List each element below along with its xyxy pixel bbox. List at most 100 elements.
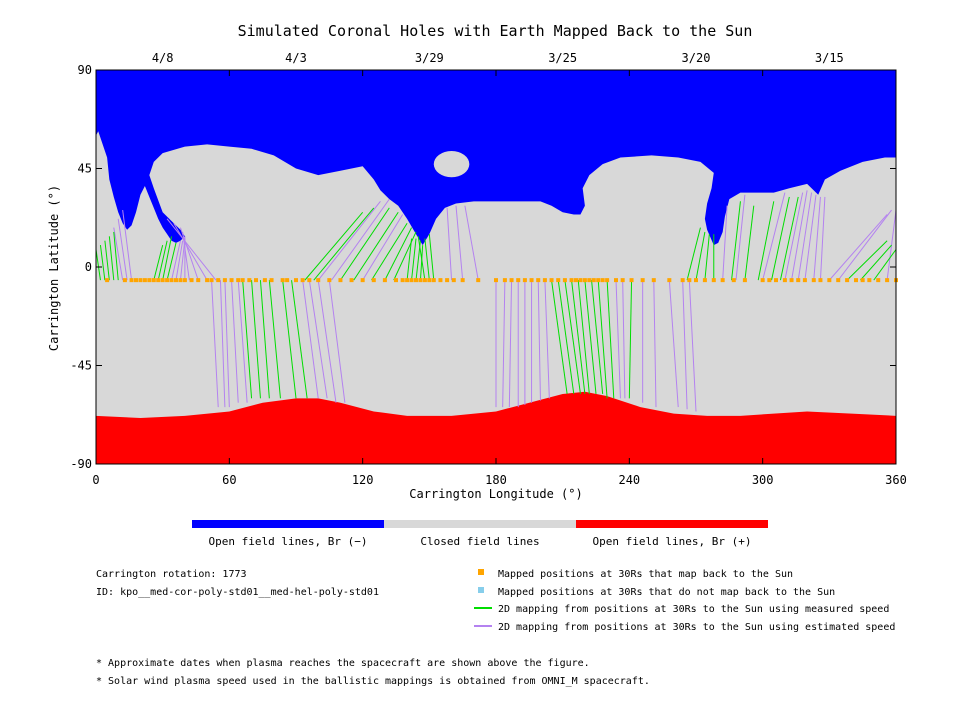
mapped-point <box>711 278 716 283</box>
mapped-point <box>196 278 201 283</box>
measured-speed-line <box>873 249 897 281</box>
measured-speed-line <box>584 280 597 395</box>
estimated-speed-line <box>653 280 657 408</box>
estimated-speed-line <box>688 280 697 412</box>
mapped-point <box>460 278 465 283</box>
estimated-speed-line <box>237 280 248 403</box>
mapped-point <box>731 278 736 283</box>
estimated-speed-line <box>317 201 381 281</box>
estimated-speed-line <box>537 280 541 401</box>
mapped-point <box>182 278 187 283</box>
mapped-point <box>687 278 692 283</box>
x-tick-label: 360 <box>885 473 907 487</box>
colorbar-closed <box>384 520 576 528</box>
estimated-speed-line <box>122 210 133 281</box>
mapped-point <box>254 278 258 283</box>
legend-mapped-label: Mapped positions at 30Rs that map back t… <box>498 569 793 580</box>
legend-measured-label: 2D mapping from positions at 30Rs to the… <box>498 604 889 615</box>
mapped-point <box>409 278 414 283</box>
measured-speed-line <box>557 280 575 395</box>
measured-speed-line <box>591 280 604 395</box>
measured-speed-line <box>251 280 261 399</box>
estimated-speed-line <box>446 207 453 281</box>
mapped-point <box>451 278 456 283</box>
measured-speed-line <box>384 227 413 281</box>
measured-speed-line <box>153 244 164 281</box>
colorbar-label-open-positive: Open field lines, Br (+) <box>593 535 752 548</box>
mapped-point <box>236 278 241 283</box>
mapped-point <box>694 278 698 283</box>
measured-speed-line <box>304 211 364 281</box>
mapped-point <box>578 278 583 283</box>
mapped-point <box>836 278 841 283</box>
mapped-point <box>767 278 772 283</box>
mapped-point <box>556 278 561 283</box>
legend: Mapped positions at 30Rs that map back t… <box>474 569 895 633</box>
legend-mapped-marker <box>478 569 484 575</box>
measured-speed-line <box>242 280 253 399</box>
measured-speed-line <box>95 249 101 281</box>
y-tick-label: 45 <box>78 162 92 176</box>
measured-speed-line <box>551 280 568 395</box>
estimated-speed-line <box>682 280 688 410</box>
estimated-speed-line <box>502 280 506 408</box>
measured-speed-line <box>771 196 790 281</box>
mapped-point <box>394 278 398 283</box>
measured-speed-line <box>166 242 177 281</box>
mapped-point <box>229 278 234 283</box>
footnote-dates: * Approximate dates when plasma reaches … <box>96 658 590 669</box>
y-tick-label: -45 <box>70 359 92 373</box>
mapped-point <box>338 278 343 283</box>
measured-speed-line <box>564 280 581 395</box>
mapped-point <box>651 278 656 283</box>
measured-speed-line <box>162 236 173 281</box>
measured-speed-line <box>571 280 586 395</box>
top-date-label: 3/15 <box>815 51 844 65</box>
mapped-point <box>438 278 443 283</box>
mapped-point <box>422 278 427 283</box>
mapped-point <box>174 278 178 283</box>
legend-unmapped-marker <box>478 587 484 593</box>
mapped-point <box>105 278 110 283</box>
mapped-point <box>300 278 305 283</box>
mapped-point <box>760 278 765 283</box>
colorbar-label-open-negative: Open field lines, Br (−) <box>209 535 368 548</box>
mapped-point <box>600 278 605 283</box>
estimated-speed-line <box>622 280 626 399</box>
estimated-speed-line <box>173 222 208 281</box>
mapped-point <box>720 278 725 283</box>
mapped-point <box>620 278 625 283</box>
measured-speed-line <box>757 201 775 281</box>
mapped-point <box>845 278 850 283</box>
mapped-point <box>569 278 574 283</box>
chart-title: Simulated Coronal Holes with Earth Mappe… <box>238 22 753 40</box>
mapped-point <box>614 278 618 283</box>
measured-speed-line <box>108 236 115 281</box>
mapped-point <box>285 278 290 283</box>
top-date-label: 4/3 <box>285 51 307 65</box>
measured-speed-line <box>406 238 413 281</box>
top-date-label: 3/29 <box>415 51 444 65</box>
mapped-point <box>169 278 174 283</box>
mapped-point <box>811 278 816 283</box>
estimated-speed-line <box>722 205 728 281</box>
carrington-rotation: Carrington rotation: 1773 <box>96 569 247 580</box>
mapped-point <box>240 278 245 283</box>
mapped-point <box>156 278 161 283</box>
colorbar-open-positive <box>576 520 768 528</box>
mapped-point <box>494 278 498 283</box>
mapped-point <box>529 278 534 283</box>
top-date-label: 4/8 <box>152 51 174 65</box>
mapped-point <box>445 278 450 283</box>
mapped-point <box>549 278 554 283</box>
measured-speed-line <box>340 207 390 281</box>
measured-speed-line <box>113 231 119 281</box>
mapped-point <box>262 278 267 283</box>
measured-speed-line <box>860 244 892 281</box>
mapped-point <box>782 278 787 283</box>
estimated-speed-line <box>224 280 230 408</box>
x-tick-label: 0 <box>92 473 99 487</box>
y-tick-label: 90 <box>78 63 92 77</box>
estimated-speed-line <box>219 280 226 408</box>
